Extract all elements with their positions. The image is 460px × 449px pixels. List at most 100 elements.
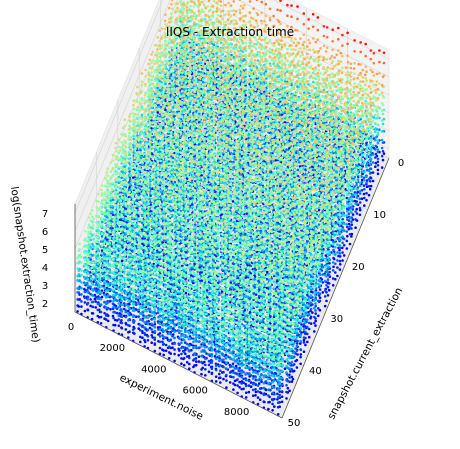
data-point — [358, 192, 362, 195]
data-point — [292, 75, 296, 78]
data-point — [350, 126, 353, 130]
data-point — [224, 83, 227, 86]
data-point — [363, 128, 366, 131]
data-point — [337, 87, 341, 90]
data-point — [353, 72, 356, 75]
data-point — [361, 80, 365, 83]
data-point — [330, 72, 334, 76]
data-point — [328, 89, 331, 92]
data-point — [368, 113, 372, 117]
data-point — [241, 42, 245, 45]
data-point — [341, 54, 344, 58]
data-point — [216, 40, 220, 43]
data-point — [309, 107, 312, 110]
data-point — [374, 136, 378, 139]
data-point — [258, 51, 261, 54]
data-point — [253, 42, 256, 46]
data-point — [211, 5, 215, 8]
data-point — [347, 134, 351, 138]
data-point — [382, 117, 386, 121]
data-point — [268, 29, 272, 33]
data-point — [367, 169, 371, 172]
data-point — [197, 10, 200, 13]
data-point — [219, 69, 223, 73]
data-point — [286, 14, 289, 17]
data-point — [158, 39, 162, 43]
data-point — [306, 52, 309, 56]
data-point — [344, 66, 348, 69]
data-point — [330, 61, 334, 65]
data-point — [335, 109, 338, 113]
data-point — [353, 175, 357, 179]
data-point — [214, 58, 217, 62]
data-point — [285, 89, 288, 93]
data-point — [214, 64, 217, 68]
data-point — [300, 50, 304, 54]
data-point — [257, 89, 261, 93]
data-point — [273, 41, 276, 45]
data-point — [330, 107, 333, 110]
data-point — [361, 106, 365, 109]
data-point — [381, 141, 385, 144]
data-point — [330, 112, 333, 115]
data-point — [371, 109, 375, 113]
data-point — [330, 118, 333, 122]
data-point — [375, 80, 379, 83]
data-point — [369, 167, 373, 171]
data-point — [374, 117, 378, 120]
data-point — [221, 9, 224, 13]
data-point — [337, 69, 341, 72]
data-point — [324, 82, 327, 85]
data-point — [357, 117, 360, 120]
data-point — [214, 50, 217, 53]
data-point — [296, 61, 300, 65]
data-point — [182, 8, 186, 11]
data-point — [266, 49, 270, 53]
data-point — [331, 75, 335, 79]
data-point — [337, 113, 341, 116]
data-point — [260, 77, 264, 80]
data-point — [215, 20, 218, 23]
data-point — [289, 94, 293, 98]
data-point — [348, 89, 352, 92]
data-point — [280, 59, 283, 62]
data-point — [275, 78, 278, 82]
data-point — [227, 10, 230, 13]
data-point — [210, 47, 213, 50]
data-point — [359, 87, 362, 91]
data-point — [190, 0, 193, 3]
data-point — [281, 91, 285, 95]
data-point — [277, 43, 281, 46]
data-point — [217, 55, 221, 58]
data-point — [170, 7, 174, 11]
data-point — [296, 5, 299, 8]
data-point — [369, 106, 372, 110]
data-point — [365, 130, 368, 134]
data-point — [352, 67, 356, 70]
data-point — [286, 47, 289, 51]
data-point — [240, 95, 244, 98]
data-point — [335, 119, 338, 122]
data-point — [376, 131, 380, 134]
data-point — [327, 125, 331, 128]
data-point — [189, 43, 192, 46]
data-point — [317, 58, 321, 62]
data-point — [184, 44, 188, 48]
data-point — [244, 41, 247, 45]
data-point — [250, 66, 253, 69]
data-point — [352, 99, 356, 103]
data-point — [365, 181, 368, 185]
data-point — [264, 14, 268, 18]
data-point — [179, 15, 182, 18]
data-point — [378, 128, 381, 131]
data-point — [223, 26, 226, 29]
data-point — [298, 99, 302, 102]
data-point — [352, 118, 356, 122]
data-point — [290, 60, 294, 64]
data-point — [365, 139, 368, 142]
data-point — [369, 57, 373, 61]
data-point — [221, 17, 224, 21]
data-point — [381, 158, 385, 162]
data-point — [365, 175, 368, 178]
data-point — [319, 114, 322, 117]
